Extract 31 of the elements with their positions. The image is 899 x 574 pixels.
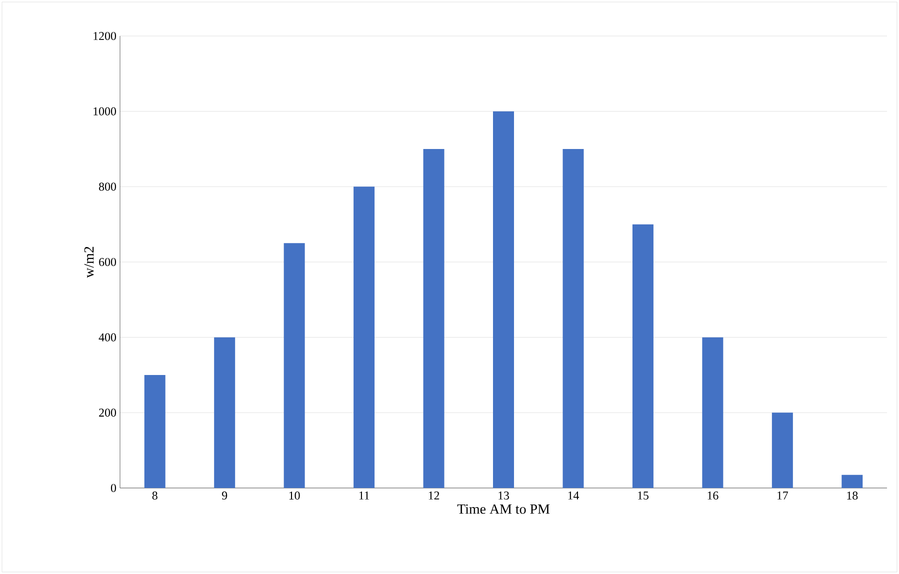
y-axis-title: w/m2: [84, 246, 94, 278]
bar: [214, 337, 236, 488]
x-tick-label: 11: [359, 492, 370, 500]
x-tick-label: 14: [568, 492, 580, 500]
bar: [702, 337, 724, 488]
x-tick-label: 13: [498, 492, 510, 500]
bar: [493, 111, 514, 488]
x-tick-label: 15: [638, 492, 648, 500]
bar: [423, 148, 444, 488]
x-tick-label: 8: [152, 492, 158, 500]
y-tick-label: 200: [99, 408, 116, 417]
x-tick-label: 18: [847, 492, 858, 500]
y-tick-label: 0: [110, 484, 116, 492]
x-tick-label: 17: [777, 492, 788, 500]
y-tick-label: 1200: [94, 32, 116, 40]
y-tick-label: 600: [99, 258, 116, 266]
bar: [772, 412, 793, 488]
x-axis-title: Time AM to PM: [457, 504, 550, 514]
x-tick-label: 12: [428, 492, 440, 500]
bar: [144, 374, 166, 488]
bar: [284, 243, 305, 488]
bar: [354, 186, 375, 488]
bar: [842, 474, 863, 488]
x-tick-label: 10: [289, 492, 300, 500]
y-tick-label: 1000: [94, 107, 116, 116]
x-tick-label: 16: [708, 492, 718, 500]
bar: [562, 148, 584, 488]
y-tick-label: 800: [99, 182, 116, 191]
y-tick-label: 400: [98, 333, 116, 342]
bar: [632, 224, 654, 488]
x-tick-label: 9: [222, 492, 228, 500]
